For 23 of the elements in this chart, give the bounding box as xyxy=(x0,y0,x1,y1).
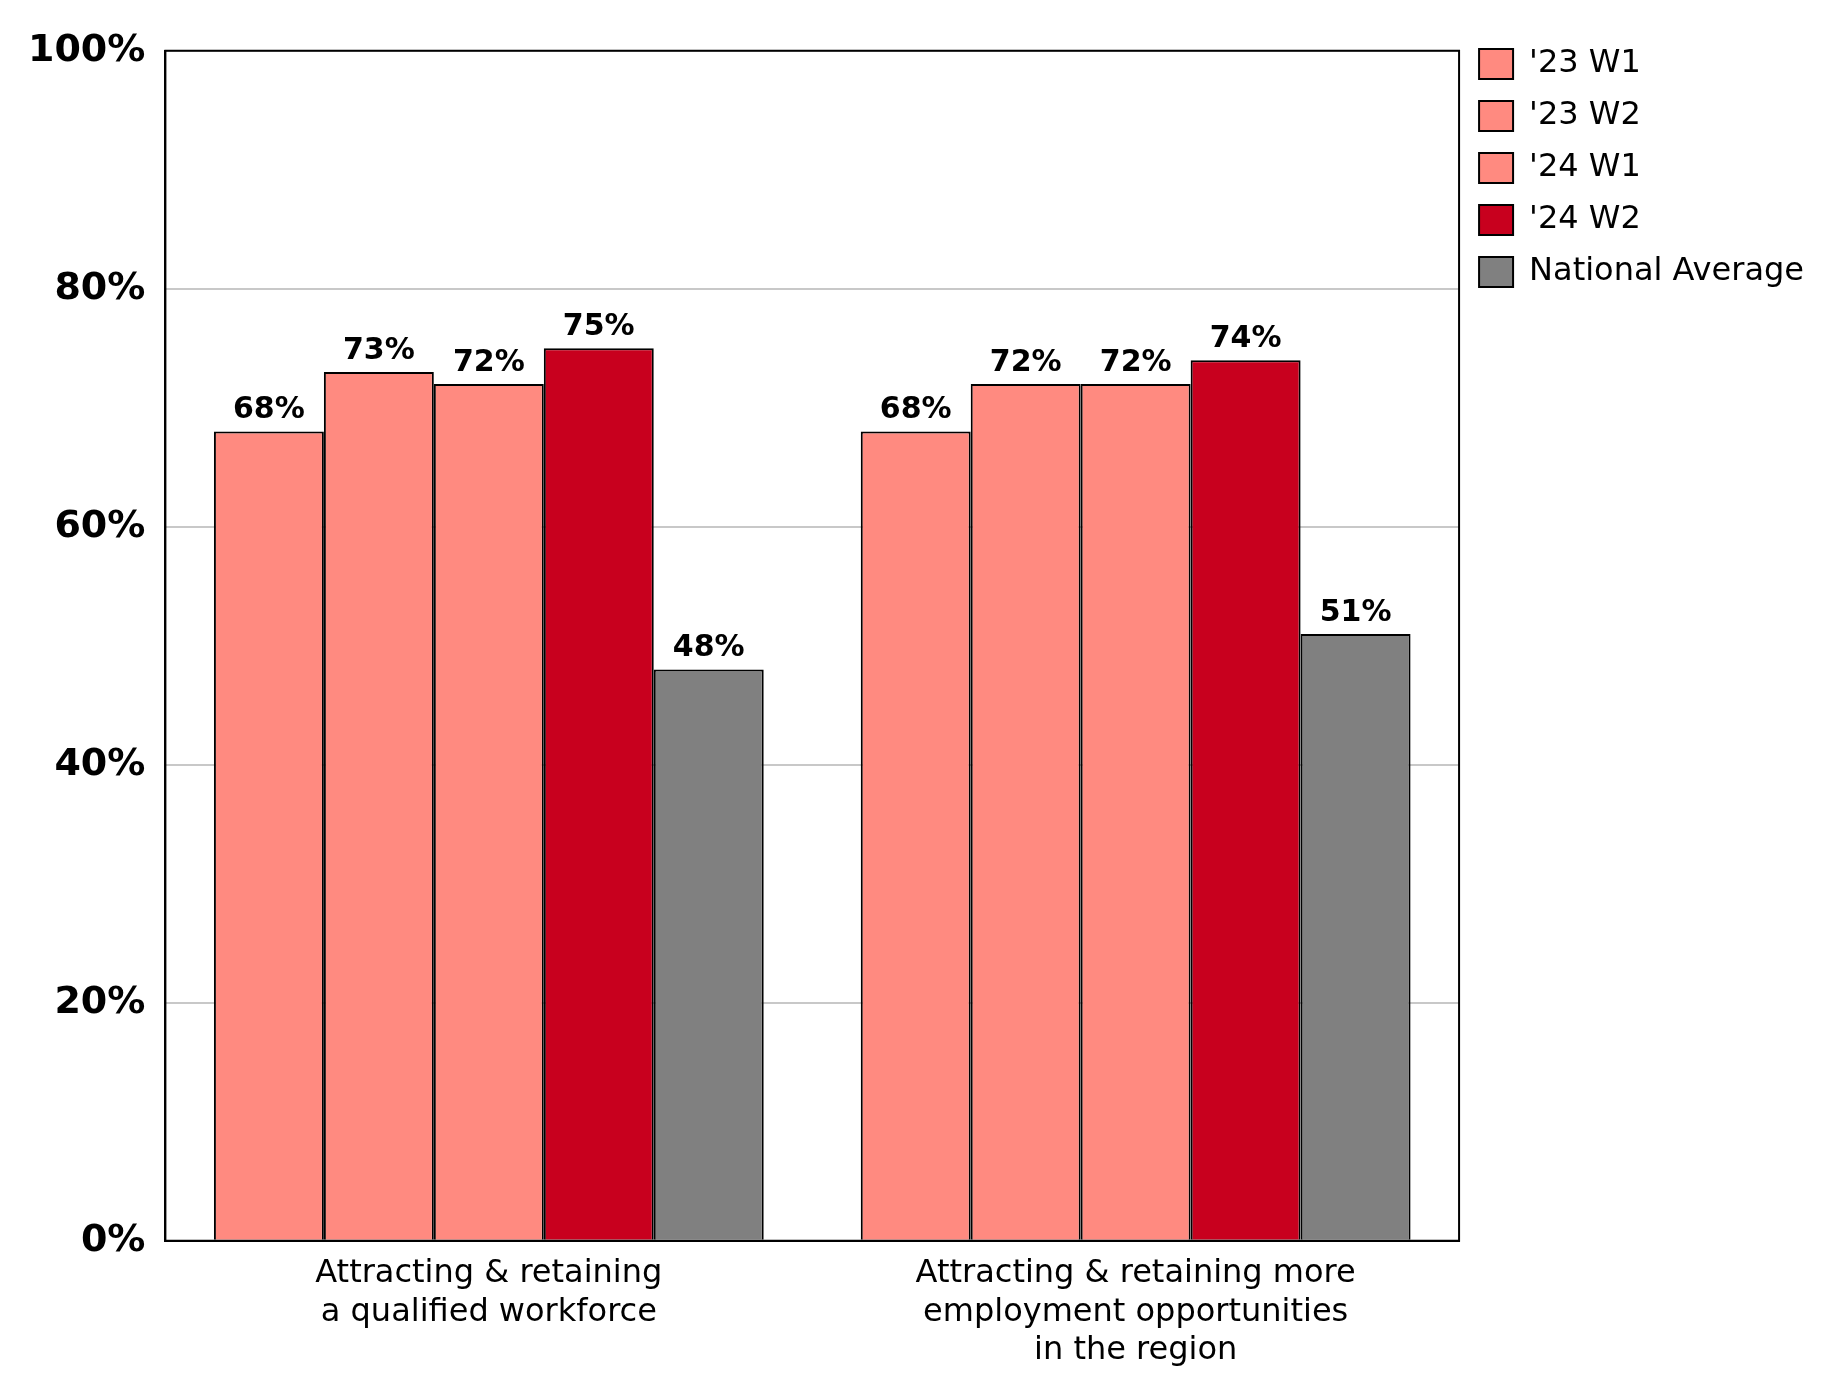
legend-label: '24 W1 xyxy=(1529,146,1641,185)
x-tick-label: Attracting & retaining a qualified workforce xyxy=(315,1252,663,1329)
data-label: 73% xyxy=(342,330,415,366)
legend-label: '23 W1 xyxy=(1529,42,1641,81)
y-tick-label: 100% xyxy=(27,25,146,70)
data-label: 72% xyxy=(1099,342,1172,378)
legend-label: '24 W2 xyxy=(1529,198,1641,237)
y-tick-label: 0% xyxy=(80,1215,146,1260)
data-label: 72% xyxy=(452,342,525,378)
data-label: 72% xyxy=(989,342,1062,378)
legend-label: National Average xyxy=(1529,250,1804,289)
data-label: 75% xyxy=(562,307,635,343)
legend-label: '23 W2 xyxy=(1529,94,1641,133)
data-label: 68% xyxy=(879,390,952,426)
y-tick-label: 80% xyxy=(54,263,146,308)
y-tick-label: 60% xyxy=(54,501,146,546)
x-tick-label: Attracting & retaining more employment opportunities in the region xyxy=(915,1252,1356,1368)
y-tick-label: 20% xyxy=(54,977,146,1022)
data-label: 51% xyxy=(1319,592,1392,628)
y-tick-label: 40% xyxy=(54,739,146,784)
data-label: 68% xyxy=(232,390,305,426)
data-label: 48% xyxy=(672,628,745,664)
data-label: 74% xyxy=(1209,319,1282,354)
